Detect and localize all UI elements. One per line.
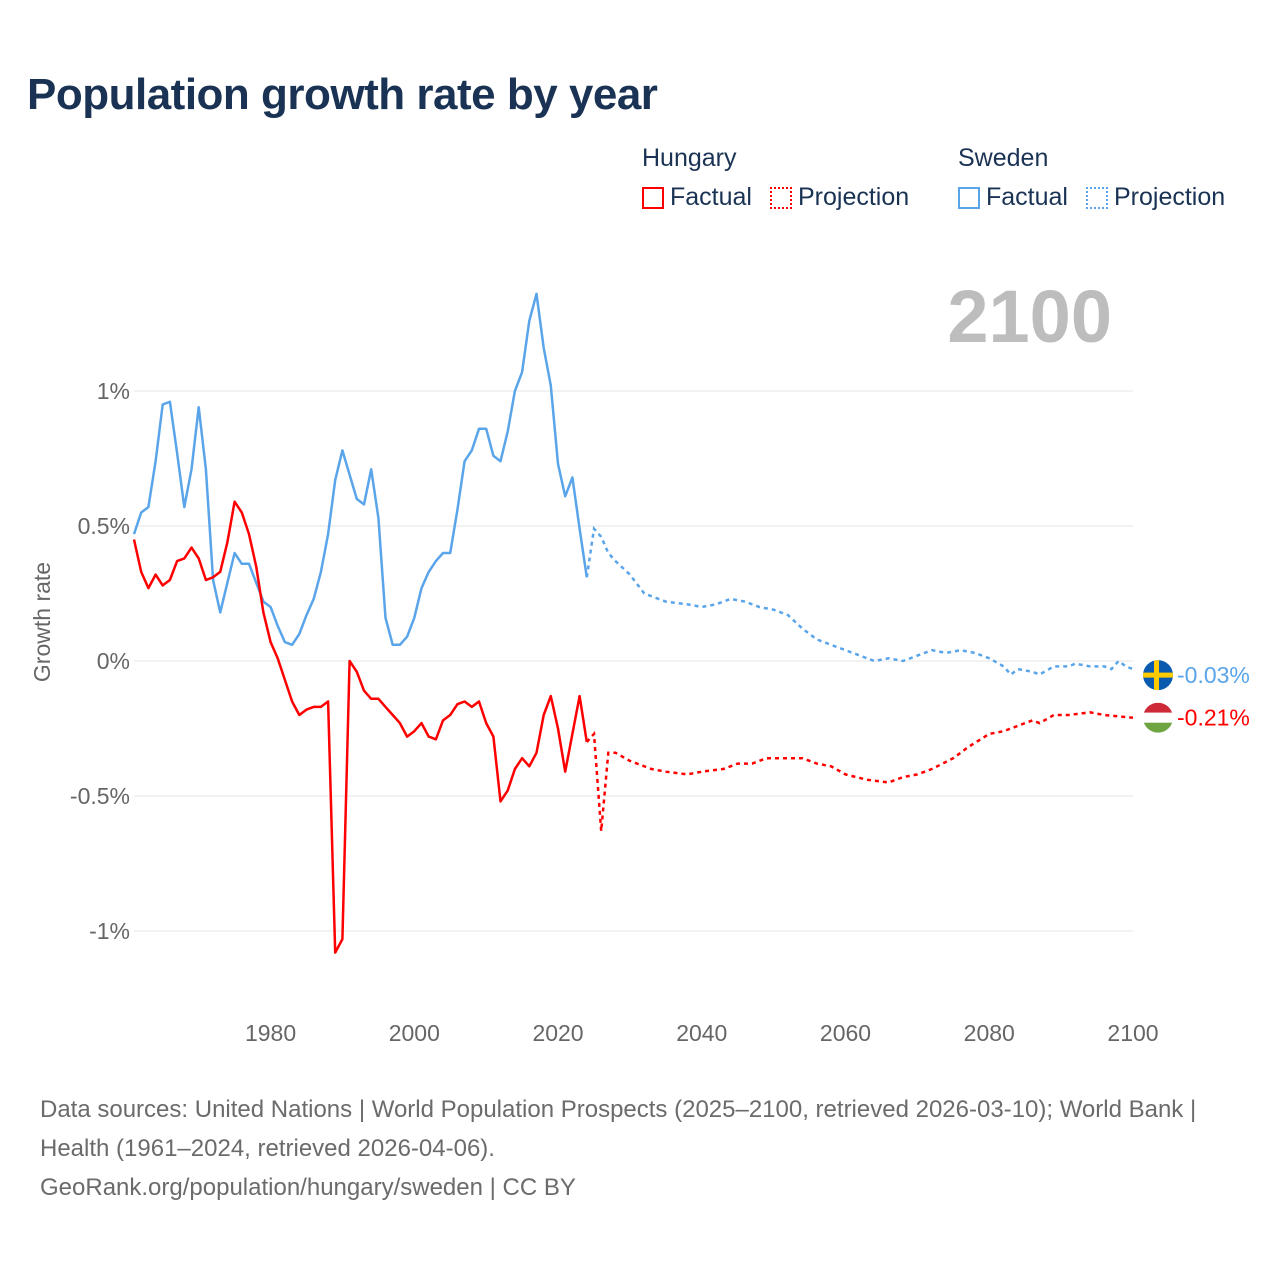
legend-sweden: Sweden Factual Projection	[958, 144, 1225, 212]
legend-label: Projection	[1113, 183, 1226, 211]
legend-hungary-factual[interactable]: Factual	[642, 183, 752, 212]
y-tick-label: 0%	[97, 648, 130, 674]
legend-label: Projection	[797, 183, 910, 211]
year-display: 2100	[947, 275, 1112, 358]
x-tick-label: 2040	[676, 1020, 727, 1046]
x-tick-label: 2060	[820, 1020, 871, 1046]
sweden-projection-line	[585, 525, 1134, 677]
legend-sweden-projection[interactable]: Projection	[1085, 183, 1226, 212]
y-axis-label: Growth rate	[29, 562, 55, 682]
line-chart: 2100 Growth rate 1% 0.5% 0% -0.5% -1% 1980 200…	[29, 275, 1250, 1046]
legend-swatch	[1085, 186, 1108, 209]
sweden-end-label: -0.03%	[1177, 662, 1250, 688]
y-tick-label: 1%	[97, 378, 130, 404]
x-tick-label: 2000	[389, 1020, 440, 1046]
y-tick-label: 0.5%	[78, 513, 130, 539]
x-tick-label: 1980	[245, 1020, 296, 1046]
y-tick-label: -0.5%	[70, 783, 130, 809]
legend-hungary: Hungary Factual Projection	[642, 144, 909, 212]
x-tick-label: 2020	[532, 1020, 583, 1046]
hungary-factual-line	[132, 500, 589, 954]
legend-label: Factual	[670, 183, 752, 211]
legend-title: Sweden	[958, 144, 1049, 172]
legend-swatch	[958, 186, 980, 209]
y-tick-label: -1%	[89, 918, 130, 944]
legend-swatch	[642, 186, 664, 209]
hungary-flag-icon	[1143, 702, 1173, 733]
legend-label: Factual	[986, 183, 1068, 211]
data-sources: Data sources: United Nations | World Pop…	[40, 1096, 1197, 1162]
sweden-flag-icon	[1143, 660, 1173, 691]
hungary-projection-line	[585, 711, 1134, 832]
legend-sweden-factual[interactable]: Factual	[958, 183, 1068, 212]
x-tick-label: 2080	[964, 1020, 1015, 1046]
chart-title: Population growth rate by year	[27, 70, 658, 119]
legend-title: Hungary	[642, 144, 737, 172]
x-tick-label: 2100	[1107, 1020, 1158, 1046]
legend-swatch	[769, 186, 792, 209]
footer: Data sources: United Nations | World Pop…	[40, 1090, 1240, 1207]
hungary-end-label: -0.21%	[1177, 705, 1250, 731]
source-link[interactable]: GeoRank.org/population/hungary/sweden | …	[40, 1174, 576, 1201]
sweden-factual-line	[132, 292, 589, 647]
legend-hungary-projection[interactable]: Projection	[769, 183, 910, 212]
